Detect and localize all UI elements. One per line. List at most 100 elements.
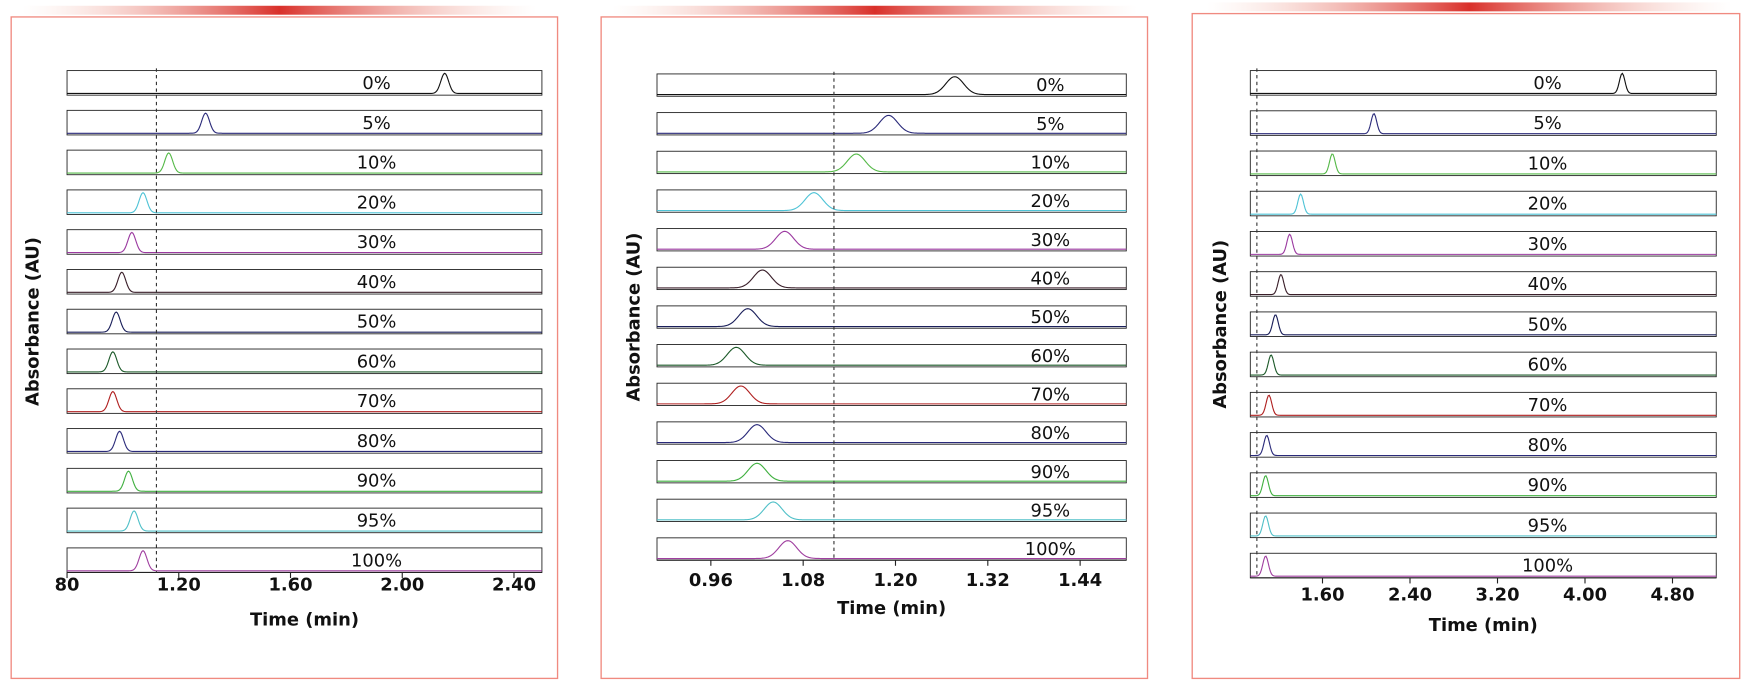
y-axis-label: Absorbance (AU) [23,237,44,406]
trace-strip [66,507,543,534]
trace-strip [656,266,1127,291]
trace-label: 50% [1030,307,1070,328]
chromatogram [1250,354,1717,376]
trace-label: 70% [1030,384,1070,405]
x-tick-label: 1.20 [873,570,917,591]
chromatogram [657,385,1127,405]
trace-label: 100% [351,550,402,571]
chromatogram [657,424,1127,444]
trace-label: 40% [1528,274,1568,295]
chromatogram [657,540,1127,560]
chromatogram [67,550,542,572]
x-tick-label: 1.20 [157,575,201,596]
trace-label: 60% [1528,355,1568,376]
trace-strip [656,228,1127,252]
trace-label: 100% [1522,556,1573,577]
chromatogram [67,271,542,293]
trace-strip [1249,432,1717,458]
decor-bar [612,5,1138,15]
x-tick-label: 4.80 [1650,585,1694,606]
trace-strip [66,189,543,215]
chromatogram [1250,193,1717,215]
trace-strip [1249,110,1717,136]
y-axis-label: Absorbance (AU) [624,233,645,402]
trace-strip [656,344,1127,368]
trace-label: 90% [357,471,397,492]
trace-label: 40% [357,272,397,293]
trace-strip [66,467,543,494]
chromatogram [657,462,1127,482]
x-axis-label: Time (min) [1429,615,1538,636]
x-tick-label: 1.08 [781,570,825,591]
trace-strip [656,421,1127,445]
trace-label: 20% [1528,194,1568,215]
trace-label: 70% [1528,395,1568,416]
chromatogram [67,390,542,413]
trace-label: 10% [1030,153,1070,174]
x-tick-label: 1.32 [966,570,1010,591]
trace-strip [656,305,1127,329]
trace-label: 0% [1036,75,1064,96]
trace-strip [1249,70,1717,96]
trace-label: 50% [1528,314,1568,335]
chromatogram [67,311,542,333]
trace-label: 90% [1030,462,1070,483]
chromatogram [67,72,542,95]
trace-label: 30% [1030,230,1070,251]
panel-frame [600,16,1149,680]
trace-strip [1249,190,1717,217]
trace-strip [656,73,1127,97]
x-tick-label: 2.00 [380,575,424,596]
chromatogram [67,231,542,254]
chromatogram [1250,233,1717,255]
trace-strip [1249,391,1717,418]
chromatogram [1250,314,1717,336]
panel-frame [10,16,559,680]
x-axis-label: Time (min) [250,609,359,630]
trace-label: 10% [357,153,397,174]
chromatogram [67,351,542,373]
chromatogram [67,470,542,492]
chromatogram [657,76,1127,96]
trace-strip [1249,351,1717,378]
chromatogram [657,346,1127,366]
trace-label: 95% [357,511,397,532]
x-tick-label: 1.60 [268,575,312,596]
trace-strip [66,229,543,255]
trace-strip [66,109,543,136]
trace-strip [656,460,1127,484]
x-tick-label: 4.00 [1563,585,1607,606]
trace-strip [1249,311,1717,337]
trace-strip [66,428,543,454]
trace-label: 5% [1036,114,1064,135]
chromatogram [67,510,542,532]
trace-label: 70% [357,391,397,412]
trace-strip [66,388,543,414]
trace-label: 0% [362,73,390,94]
decor-bar [1206,2,1732,12]
chromatogram [657,153,1127,173]
chromatogram [1250,474,1717,497]
chromatogram [657,230,1127,250]
chromatogram [67,192,542,214]
trace-strip [656,112,1127,136]
trace-label: 100% [1025,539,1076,560]
chromatogram [1250,394,1717,416]
chromatogram [1250,153,1717,175]
x-tick-label: 2.40 [1388,585,1432,606]
chromatogram [657,269,1127,289]
trace-label: 20% [1030,191,1070,212]
trace-strip [1249,512,1717,539]
x-tick-label: 80 [55,575,80,596]
trace-strip [66,348,543,375]
trace-strip [66,149,543,176]
trace-label: 5% [1533,113,1561,134]
trace-label: 90% [1528,475,1568,496]
trace-label: 10% [1528,153,1568,174]
x-axis-label: Time (min) [837,598,946,619]
trace-strip [656,382,1127,407]
trace-label: 60% [1030,346,1070,367]
panel-frame [1191,12,1741,680]
trace-label: 40% [1030,269,1070,290]
